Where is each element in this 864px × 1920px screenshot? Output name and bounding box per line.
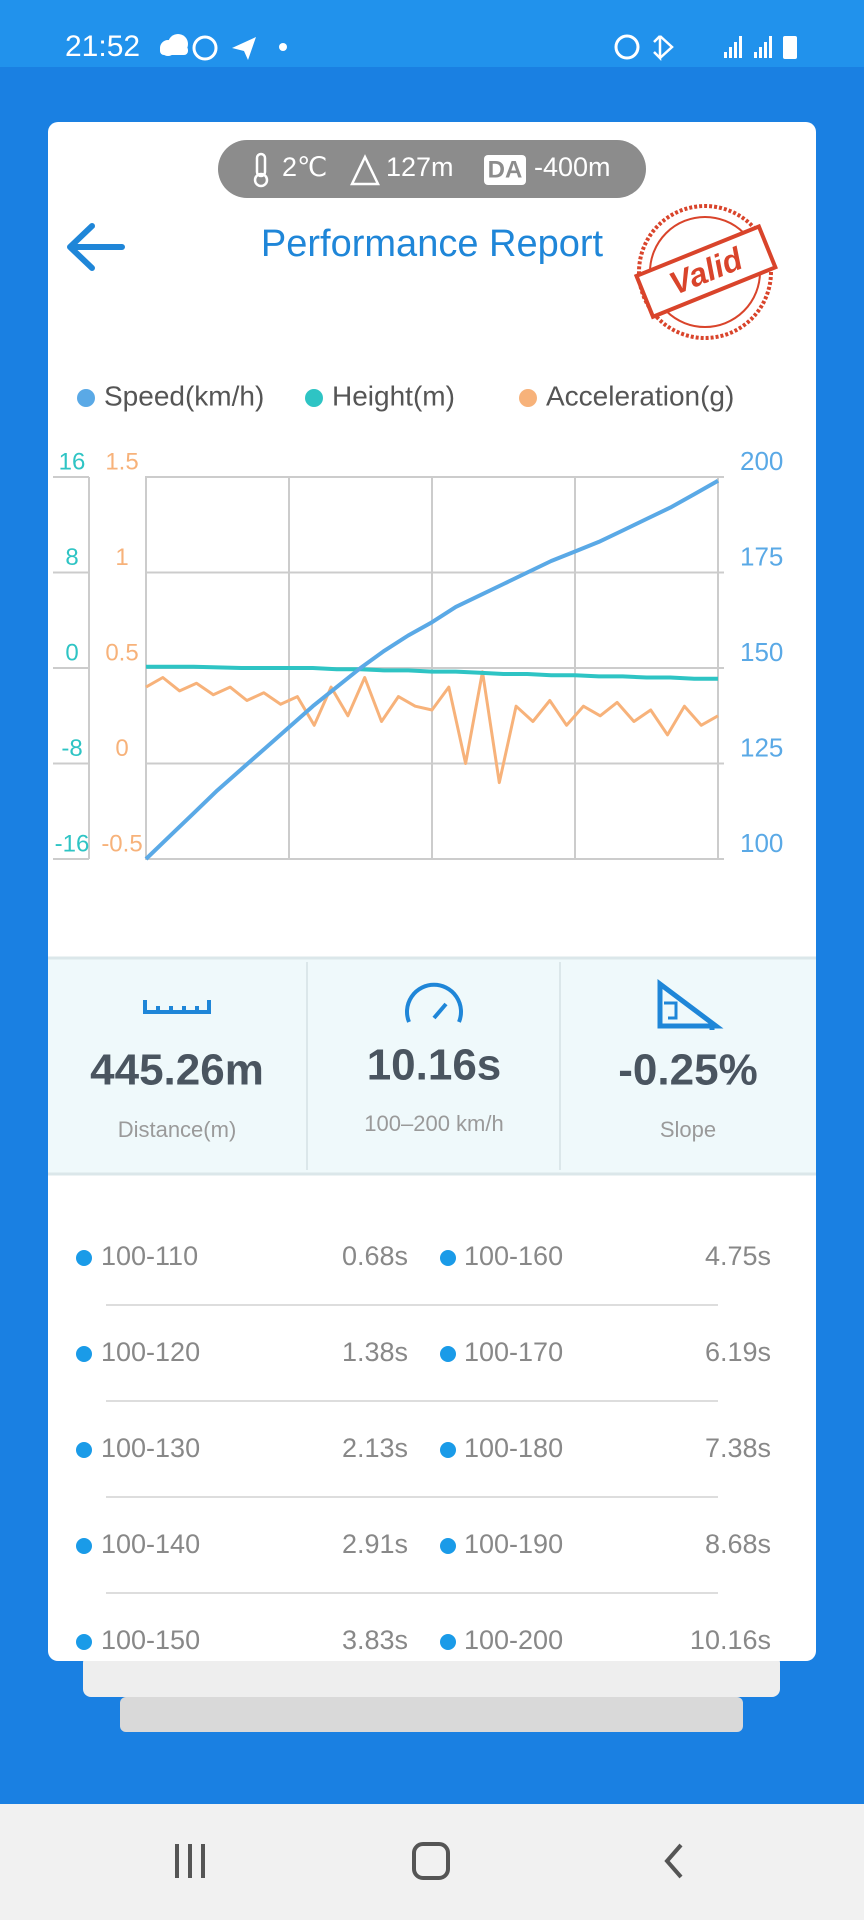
split-range: 100-140 — [101, 1529, 200, 1559]
stat-label: Slope — [660, 1117, 716, 1142]
stat-value: 445.26m — [90, 1046, 264, 1095]
da-label: DA — [488, 156, 523, 183]
legend-dot — [77, 389, 95, 407]
split-time: 2.91s — [342, 1529, 408, 1559]
stat-label: Distance(m) — [118, 1117, 237, 1142]
split-dot — [76, 1442, 92, 1458]
y-tick-label: -0.5 — [101, 830, 142, 857]
y2-tick-label: 150 — [740, 637, 783, 667]
recents-button[interactable] — [175, 1844, 205, 1878]
status-icons — [160, 34, 797, 62]
split-range: 100-190 — [464, 1529, 563, 1559]
y-tick-label: 1 — [115, 544, 128, 571]
split-range: 100-110 — [101, 1241, 198, 1271]
status-bar — [0, 0, 864, 67]
split-time: 7.38s — [705, 1433, 771, 1463]
slope-icon — [657, 979, 724, 1030]
split-range: 100-200 — [464, 1625, 563, 1655]
da-badge — [484, 155, 526, 185]
nav-buttons — [175, 1842, 683, 1880]
y3-tick-label: -16 — [55, 830, 90, 857]
series-line — [145, 670, 719, 785]
split-dot — [76, 1346, 92, 1362]
split-dot — [440, 1442, 456, 1458]
legend-label: Speed(km/h) — [104, 380, 264, 411]
distance-icon — [143, 1000, 211, 1014]
legend-dot — [305, 389, 323, 407]
stat-value: -0.25% — [618, 1046, 757, 1095]
y2-tick-label: 200 — [740, 446, 783, 476]
series-line — [144, 479, 719, 861]
split-range: 100-130 — [101, 1433, 200, 1463]
stats-panel — [48, 958, 816, 1174]
report-card — [48, 122, 816, 1661]
split-range: 100-170 — [464, 1337, 563, 1367]
y3-tick-label: 16 — [59, 448, 86, 475]
back-button[interactable] — [67, 223, 125, 271]
split-time: 6.19s — [705, 1337, 771, 1367]
split-time: 0.68s — [342, 1241, 408, 1271]
density-altitude: -400m — [534, 152, 611, 182]
temperature: 2℃ — [282, 152, 327, 182]
y3-tick-label: 0 — [65, 639, 78, 666]
splits-table: 100-110 0.68s 100-160 4.75s 100-120 1.38s 100-… — [76, 1241, 771, 1655]
split-time: 10.16s — [690, 1625, 771, 1655]
split-time: 8.68s — [705, 1529, 771, 1559]
y-tick-label: 0.5 — [105, 639, 138, 666]
y-tick-label: 0 — [115, 735, 128, 762]
condition-icons — [253, 152, 380, 188]
card-stack-back — [120, 1697, 743, 1732]
y2-tick-label: 125 — [740, 732, 783, 762]
split-range: 100-120 — [101, 1337, 200, 1367]
legend-dot — [519, 389, 537, 407]
split-dot — [440, 1634, 456, 1650]
split-dot — [76, 1250, 92, 1266]
speed-icon — [405, 982, 463, 1023]
split-range: 100-150 — [101, 1625, 200, 1655]
altitude: 127m — [386, 152, 454, 182]
split-time: 4.75s — [705, 1241, 771, 1271]
split-time: 2.13s — [342, 1433, 408, 1463]
conditions-pill — [218, 140, 646, 198]
split-dot — [440, 1538, 456, 1554]
page-title: Performance Report — [261, 223, 604, 265]
stat-label: 100–200 km/h — [364, 1111, 503, 1136]
split-dot — [76, 1634, 92, 1650]
card-stack-middle — [83, 1655, 780, 1697]
split-time: 1.38s — [342, 1337, 408, 1367]
y2-tick-label: 175 — [740, 541, 783, 571]
home-button[interactable] — [412, 1842, 450, 1880]
stats: 445.26m Distance(m) 10.16s 100–200 km/h -0.2… — [90, 1041, 758, 1142]
stat-value: 10.16s — [367, 1041, 502, 1090]
y2-tick-label: 100 — [740, 828, 783, 858]
split-range: 100-160 — [464, 1241, 563, 1271]
split-dot — [440, 1346, 456, 1362]
y3-tick-label: -8 — [61, 735, 82, 762]
status-time: 21:52 — [65, 30, 140, 63]
split-time: 3.83s — [342, 1625, 408, 1655]
series-line — [146, 664, 718, 681]
nav-bar — [0, 1804, 864, 1920]
nav-back-button[interactable] — [664, 1843, 683, 1879]
legend-label: Acceleration(g) — [546, 380, 734, 411]
y3-tick-label: 8 — [65, 544, 78, 571]
split-dot — [76, 1538, 92, 1554]
split-dot — [440, 1250, 456, 1266]
y-tick-label: 1.5 — [105, 448, 138, 475]
chart: Speed(km/h) Height(m) Acceleration(g) -0.5 0… — [53, 380, 783, 861]
split-range: 100-180 — [464, 1433, 563, 1463]
legend-label: Height(m) — [332, 380, 455, 411]
